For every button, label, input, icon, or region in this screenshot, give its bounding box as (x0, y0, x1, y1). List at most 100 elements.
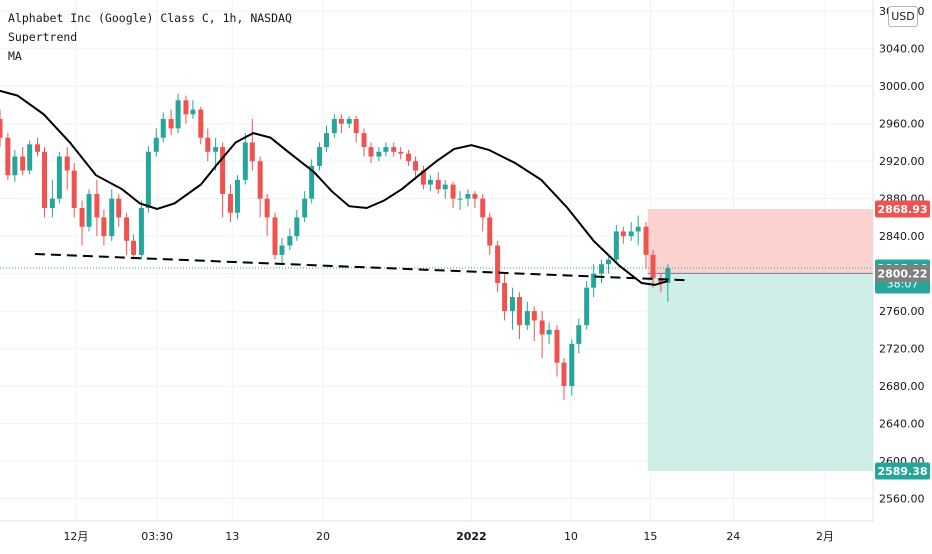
candle-up (324, 133, 330, 148)
candle-down (94, 193, 100, 218)
candle-up (457, 198, 463, 200)
candle-up (569, 343, 575, 387)
x-tick-label: 10 (564, 530, 578, 543)
candle-down (249, 142, 255, 162)
candle-up (317, 147, 323, 166)
candle-down (257, 161, 263, 199)
candle-up (86, 193, 92, 227)
candle-down (124, 217, 130, 241)
x-tick-label: 24 (726, 530, 740, 543)
entry-price-tag (875, 264, 930, 282)
legend-ma[interactable]: MA (8, 49, 22, 63)
candle-up (442, 184, 448, 190)
candle-up (287, 236, 293, 246)
candle-down (79, 208, 85, 227)
candle-up (294, 217, 300, 237)
candle-up (635, 226, 641, 232)
candle-up (546, 329, 552, 335)
candle-up (613, 231, 619, 260)
x-tick-label: 2022 (456, 530, 487, 543)
y-tick-label: 2640.00 (879, 418, 925, 431)
candle-up (576, 325, 582, 344)
candle-down (116, 198, 122, 218)
candle-down (391, 147, 397, 152)
candle-up (509, 297, 515, 312)
candle-up (427, 179, 433, 185)
candle-up (605, 259, 611, 265)
candle-up (242, 142, 248, 180)
candle-down (398, 151, 404, 154)
moving-average-line (0, 89, 669, 286)
candle-down (539, 320, 545, 335)
candle-down (413, 161, 419, 171)
stop-price-tag (875, 200, 930, 218)
candle-down (361, 133, 367, 148)
candle-down (183, 100, 189, 115)
candle-up (383, 147, 389, 152)
candle-down (554, 329, 560, 363)
candle-down (643, 226, 649, 255)
candle-down (353, 119, 359, 134)
candle-up (524, 311, 530, 326)
candle-up (175, 100, 181, 129)
candles (0, 93, 671, 401)
candle-down (495, 245, 501, 283)
entry-price-label: 2800.22 (877, 267, 927, 280)
candle-up (465, 193, 471, 199)
candle-down (658, 278, 664, 283)
candle-up (190, 109, 196, 115)
candle-up (153, 137, 159, 152)
candle-up (109, 198, 115, 237)
candle-up (598, 264, 604, 274)
candle-down (198, 109, 204, 138)
x-tick-label: 20 (316, 530, 330, 543)
stop-loss-zone (647, 209, 873, 274)
candle-down (561, 362, 567, 387)
candle-down (406, 153, 412, 162)
legend-symbol[interactable]: Alphabet Inc (Google) Class C, 1h, NASDA… (8, 11, 292, 25)
candle-down (220, 147, 226, 194)
candle-down (227, 193, 233, 213)
candle-up (56, 156, 62, 199)
x-tick-label: 13 (225, 530, 239, 543)
dashed-trendline (34, 252, 685, 282)
y-tick-label: 3040.00 (879, 43, 925, 56)
candle-down (272, 217, 278, 255)
currency-button[interactable]: USD (888, 6, 918, 27)
target-price-tag (875, 462, 930, 480)
candle-down (42, 151, 48, 209)
candle-up (160, 119, 166, 138)
x-tick-label: 03:30 (141, 530, 173, 543)
x-tick-label: 2月 (816, 530, 834, 543)
candle-up (346, 119, 352, 124)
candle-down (487, 217, 493, 246)
take-profit-zone (647, 273, 873, 471)
overlays (0, 89, 873, 286)
candle-up (376, 151, 382, 157)
candle-down (264, 198, 270, 218)
candle-down (650, 254, 656, 279)
candle-up (591, 273, 597, 288)
legend-supertrend[interactable]: Supertrend (8, 30, 78, 44)
candle-down (368, 147, 374, 157)
candle-down (71, 170, 77, 209)
candle-down (168, 119, 174, 129)
candle-up (302, 198, 308, 218)
y-tick-label: 2560.00 (879, 493, 925, 506)
y-tick-label: 2920.00 (879, 155, 925, 168)
candle-down (420, 170, 426, 185)
candle-up (584, 287, 590, 326)
candle-up (12, 156, 18, 176)
y-tick-label: 3000.00 (879, 80, 925, 93)
y-tick-label: 2680.00 (879, 380, 925, 393)
candle-down (64, 156, 70, 171)
chart-legend: Alphabet Inc (Google) Class C, 1h, NASDA… (8, 9, 292, 66)
candle-down (516, 297, 522, 326)
candle-down (205, 137, 211, 152)
candle-up (27, 144, 33, 171)
candle-down (0, 119, 3, 138)
y-tick-label: 2720.00 (879, 343, 925, 356)
